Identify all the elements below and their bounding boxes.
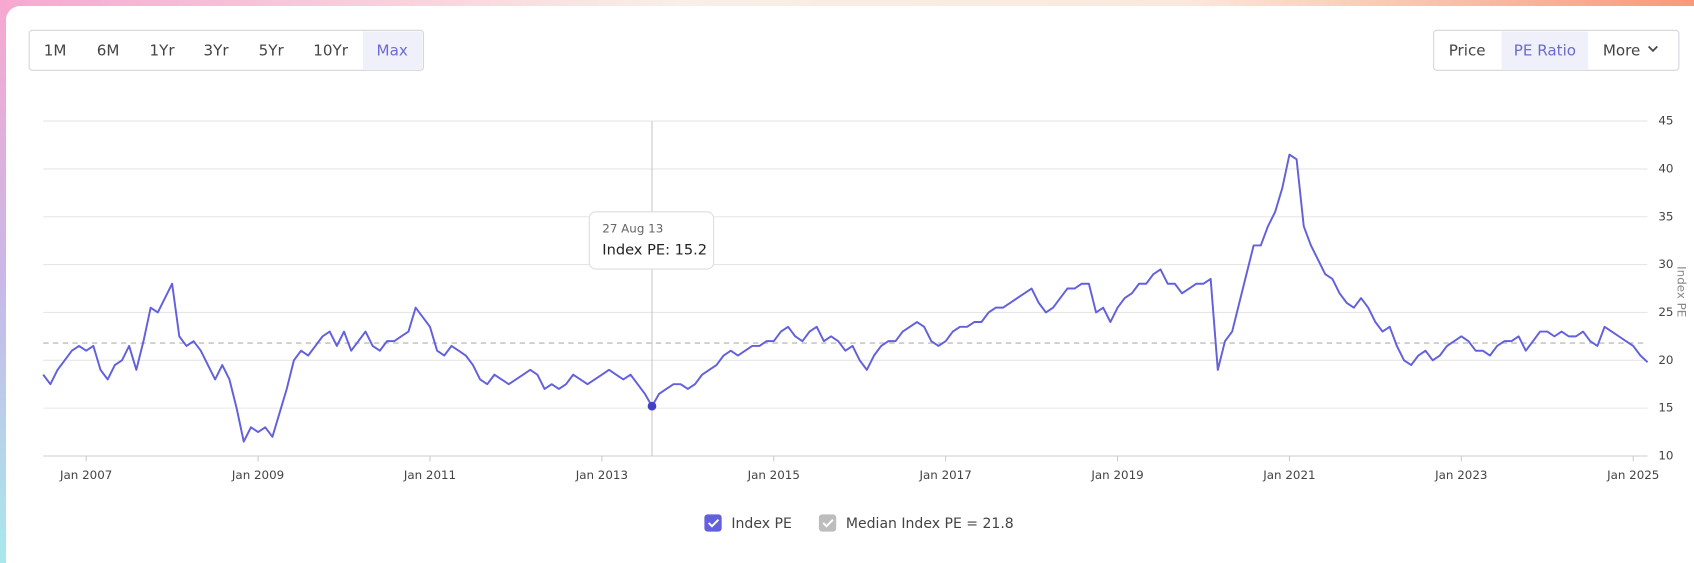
x-tick-label: Jan 2009 bbox=[231, 468, 284, 482]
tooltip-value: Index PE: 15.2 bbox=[602, 242, 707, 259]
legend-label: Index PE bbox=[731, 516, 791, 532]
range-button[interactable]: 1Yr bbox=[150, 41, 176, 59]
legend-label: Median Index PE = 21.8 bbox=[846, 516, 1014, 532]
legend-checkbox[interactable] bbox=[818, 514, 837, 532]
range-button[interactable]: 5Yr bbox=[259, 41, 285, 59]
y-tick-label: 15 bbox=[1658, 401, 1673, 415]
chevron-icon bbox=[1648, 45, 1658, 53]
y-tick-label: 40 bbox=[1658, 161, 1673, 175]
x-tick-label: Jan 2015 bbox=[747, 468, 800, 482]
y-tick-label: 25 bbox=[1658, 305, 1673, 319]
range-button[interactable]: 10Yr bbox=[313, 41, 348, 59]
view-button[interactable]: More bbox=[1603, 41, 1640, 59]
range-selected-bg bbox=[363, 31, 423, 70]
range-button[interactable]: 1M bbox=[44, 41, 67, 59]
y-axis-title: Index PE bbox=[1675, 266, 1689, 317]
x-tick-label: Jan 2023 bbox=[1434, 468, 1487, 482]
x-tick-label: Jan 2025 bbox=[1606, 468, 1659, 482]
x-tick-label: Jan 2011 bbox=[403, 468, 456, 482]
y-tick-label: 20 bbox=[1658, 353, 1673, 367]
y-tick-label: 35 bbox=[1658, 209, 1673, 223]
y-tick-label: 45 bbox=[1658, 114, 1673, 128]
card bbox=[6, 6, 1694, 563]
x-tick-label: Jan 2013 bbox=[575, 468, 628, 482]
range-button[interactable]: Max bbox=[377, 41, 408, 59]
legend-check bbox=[708, 519, 720, 528]
range-button[interactable]: 3Yr bbox=[204, 41, 230, 59]
y-tick-label: 10 bbox=[1658, 448, 1673, 462]
view-button[interactable]: PE Ratio bbox=[1514, 41, 1576, 59]
view-button[interactable]: Price bbox=[1449, 41, 1486, 59]
pe-line bbox=[42, 153, 1649, 443]
view-selected-bg bbox=[1501, 31, 1589, 70]
x-tick-label: Jan 2019 bbox=[1090, 468, 1143, 482]
range-group bbox=[28, 29, 425, 71]
x-tick-label: Jan 2021 bbox=[1262, 468, 1315, 482]
legend-check bbox=[822, 519, 834, 528]
y-tick-label: 30 bbox=[1658, 257, 1673, 271]
x-tick-label: Jan 2007 bbox=[59, 468, 112, 482]
tooltip-date: 27 Aug 13 bbox=[602, 222, 663, 236]
top-accent bbox=[0, 0, 1694, 6]
legend-checkbox[interactable] bbox=[704, 514, 722, 532]
range-button[interactable]: 6M bbox=[97, 41, 120, 59]
x-tick-label: Jan 2017 bbox=[918, 468, 971, 482]
tooltip-box bbox=[588, 211, 715, 270]
hover-point bbox=[647, 401, 657, 411]
